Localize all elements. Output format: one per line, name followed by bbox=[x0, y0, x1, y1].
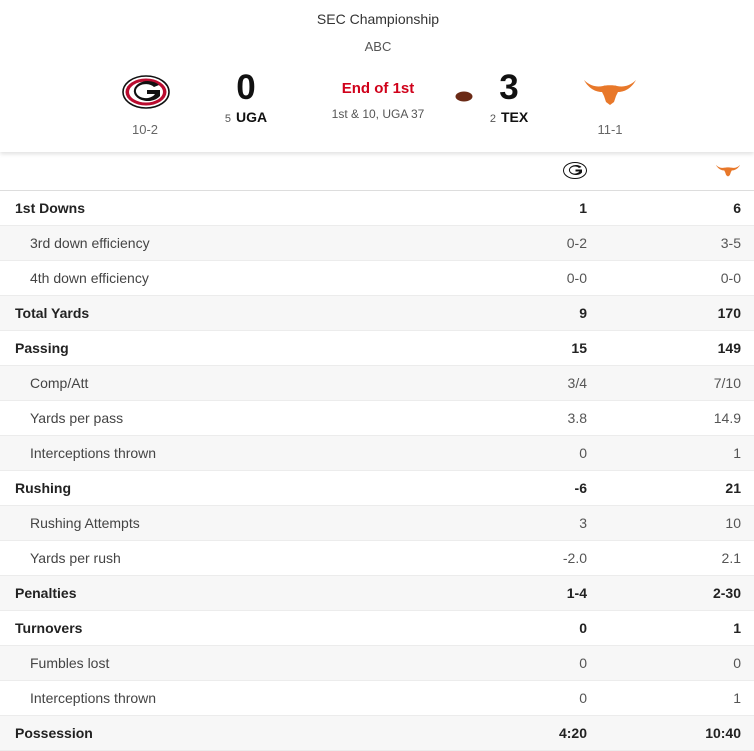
uga-record: 10-2 bbox=[131, 122, 159, 137]
game-status: End of 1st bbox=[341, 80, 415, 97]
stat-label: Penalties bbox=[15, 585, 77, 601]
uga-stat-value: 3 bbox=[579, 515, 587, 531]
stat-label: Turnovers bbox=[15, 620, 83, 636]
stat-label: Yards per rush bbox=[30, 550, 121, 566]
stat-row: Total Yards 9 170 bbox=[0, 296, 754, 331]
stat-label: Fumbles lost bbox=[30, 655, 110, 671]
stat-label: Rushing Attempts bbox=[30, 515, 140, 531]
stat-label: 4th down efficiency bbox=[30, 270, 149, 286]
tex-stat-value: 21 bbox=[725, 480, 741, 496]
tex-rank: 2 bbox=[489, 113, 496, 125]
stat-label: Interceptions thrown bbox=[30, 445, 157, 461]
tex-stat-value: 6 bbox=[733, 200, 741, 216]
longhorn-column-logo-icon bbox=[715, 163, 741, 177]
tex-stat-value: 10:40 bbox=[705, 725, 741, 741]
tex-stat-value: 149 bbox=[717, 340, 741, 356]
uga-stat-value: 0 bbox=[579, 620, 587, 636]
stat-row: Fumbles lost 0 0 bbox=[0, 646, 754, 681]
stat-row: Yards per rush -2.0 2.1 bbox=[0, 541, 754, 576]
down-and-distance: 1st & 10, UGA 37 bbox=[331, 107, 425, 121]
stat-row: Comp/Att 3/4 7/10 bbox=[0, 366, 754, 401]
tex-stat-value: 14.9 bbox=[713, 410, 741, 426]
stat-row: Rushing -6 21 bbox=[0, 471, 754, 506]
event-name: SEC Championship bbox=[316, 11, 440, 27]
possession-football-icon bbox=[455, 89, 473, 102]
stat-row: Passing 15 149 bbox=[0, 331, 754, 366]
stats-table-body: 1st Downs 1 6 3rd down efficiency 0-2 3-5 4th … bbox=[0, 191, 754, 751]
uga-stat-value: 3/4 bbox=[567, 375, 587, 391]
georgia-column-logo-icon bbox=[563, 162, 587, 179]
uga-stat-value: 0-0 bbox=[566, 270, 587, 286]
uga-stat-value: 0-2 bbox=[566, 235, 587, 251]
stat-label: Total Yards bbox=[15, 305, 90, 321]
stat-label: 1st Downs bbox=[15, 200, 86, 216]
tex-stat-value: 0 bbox=[733, 655, 741, 671]
uga-rank: 5 bbox=[224, 113, 231, 125]
georgia-logo-icon[interactable] bbox=[122, 75, 170, 109]
stat-row: Turnovers 0 1 bbox=[0, 611, 754, 646]
uga-abbr: UGA bbox=[236, 109, 268, 125]
longhorn-logo-icon[interactable] bbox=[583, 76, 637, 106]
uga-stat-value: 1-4 bbox=[566, 585, 587, 601]
uga-stat-value: 9 bbox=[579, 305, 587, 321]
stat-label: Passing bbox=[15, 340, 69, 356]
uga-stat-value: 3.8 bbox=[567, 410, 587, 426]
stat-row: 1st Downs 1 6 bbox=[0, 191, 754, 226]
uga-stat-value: 0 bbox=[579, 445, 587, 461]
team-stats-table: 1st Downs 1 6 3rd down efficiency 0-2 3-5 4th … bbox=[0, 152, 754, 751]
tex-record: 11-1 bbox=[597, 122, 623, 137]
uga-stat-value: 4:20 bbox=[558, 725, 587, 741]
stat-row: Interceptions thrown 0 1 bbox=[0, 436, 754, 471]
uga-stat-value: 15 bbox=[571, 340, 587, 356]
stat-row: Rushing Attempts 3 10 bbox=[0, 506, 754, 541]
stats-table-header bbox=[0, 152, 754, 191]
stat-row: Yards per pass 3.8 14.9 bbox=[0, 401, 754, 436]
tex-stat-value: 10 bbox=[725, 515, 741, 531]
tex-stat-value: 1 bbox=[733, 690, 741, 706]
stat-row: Interceptions thrown 0 1 bbox=[0, 681, 754, 716]
tex-stat-value: 2.1 bbox=[721, 550, 741, 566]
stat-row: 3rd down efficiency 0-2 3-5 bbox=[0, 226, 754, 261]
tex-abbr: TEX bbox=[500, 109, 529, 125]
uga-stat-value: -2.0 bbox=[562, 550, 587, 566]
stat-row: 4th down efficiency 0-0 0-0 bbox=[0, 261, 754, 296]
tex-stat-value: 1 bbox=[733, 620, 741, 636]
uga-score: 0 bbox=[236, 68, 256, 107]
uga-team-line[interactable]: 5 UGA bbox=[225, 109, 267, 125]
uga-stat-value: -6 bbox=[574, 480, 587, 496]
stat-label: Yards per pass bbox=[30, 410, 124, 426]
uga-stat-value: 0 bbox=[579, 690, 587, 706]
stat-label: 3rd down efficiency bbox=[30, 235, 150, 251]
stat-label: Rushing bbox=[15, 480, 71, 496]
stat-label: Comp/Att bbox=[30, 375, 89, 391]
tex-stat-value: 2-30 bbox=[712, 585, 741, 601]
broadcast-network: ABC bbox=[364, 39, 392, 54]
stat-label: Interceptions thrown bbox=[30, 690, 157, 706]
tex-team-line[interactable]: 2 TEX bbox=[490, 109, 528, 125]
tex-stat-value: 3-5 bbox=[720, 235, 741, 251]
tex-stat-value: 170 bbox=[717, 305, 741, 321]
stat-row: Penalties 1-4 2-30 bbox=[0, 576, 754, 611]
uga-stat-value: 0 bbox=[579, 655, 587, 671]
stat-row: Possession 4:20 10:40 bbox=[0, 716, 754, 751]
game-header: SEC Championship ABC 10-2 0 5 UGA End of … bbox=[0, 0, 754, 152]
tex-stat-value: 1 bbox=[733, 445, 741, 461]
stat-label: Possession bbox=[15, 725, 93, 741]
tex-stat-value: 0-0 bbox=[720, 270, 741, 286]
tex-score: 3 bbox=[499, 68, 519, 107]
uga-stat-value: 1 bbox=[579, 200, 587, 216]
tex-stat-value: 7/10 bbox=[713, 375, 741, 391]
